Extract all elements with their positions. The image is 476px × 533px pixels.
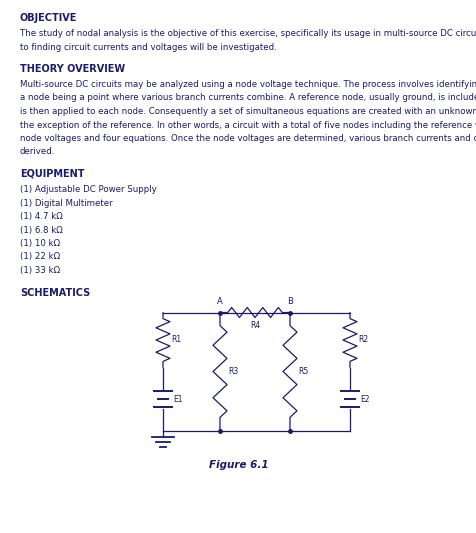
Text: R5: R5 xyxy=(298,367,307,376)
Text: the exception of the reference. In other words, a circuit with a total of five n: the exception of the reference. In other… xyxy=(20,120,476,130)
Text: (1) 6.8 kΩ: (1) 6.8 kΩ xyxy=(20,225,63,235)
Text: (1) 4.7 kΩ: (1) 4.7 kΩ xyxy=(20,212,63,221)
Text: R3: R3 xyxy=(228,367,238,376)
Text: (1) Digital Multimeter: (1) Digital Multimeter xyxy=(20,198,112,207)
Text: node voltages and four equations. Once the node voltages are determined, various: node voltages and four equations. Once t… xyxy=(20,134,476,143)
Text: SCHEMATICS: SCHEMATICS xyxy=(20,287,90,297)
Text: R4: R4 xyxy=(249,320,259,329)
Text: R1: R1 xyxy=(170,335,181,344)
Text: A: A xyxy=(217,296,222,305)
Text: R2: R2 xyxy=(357,335,367,344)
Text: OBJECTIVE: OBJECTIVE xyxy=(20,13,77,23)
Text: a node being a point where various branch currents combine. A reference node, us: a node being a point where various branc… xyxy=(20,93,476,102)
Text: THEORY OVERVIEW: THEORY OVERVIEW xyxy=(20,64,125,74)
Text: (1) 33 kΩ: (1) 33 kΩ xyxy=(20,266,60,275)
Text: EQUIPMENT: EQUIPMENT xyxy=(20,169,84,179)
Text: is then applied to each node. Consequently a set of simultaneous equations are c: is then applied to each node. Consequent… xyxy=(20,107,476,116)
Text: Figure 6.1: Figure 6.1 xyxy=(208,461,268,471)
Text: The study of nodal analysis is the objective of this exercise, specifically its : The study of nodal analysis is the objec… xyxy=(20,29,476,38)
Text: B: B xyxy=(287,296,292,305)
Text: derived.: derived. xyxy=(20,148,55,157)
Text: to finding circuit currents and voltages will be investigated.: to finding circuit currents and voltages… xyxy=(20,43,276,52)
Text: E1: E1 xyxy=(173,394,182,403)
Text: E2: E2 xyxy=(359,394,369,403)
Text: Multi-source DC circuits may be analyzed using a node voltage technique. The pro: Multi-source DC circuits may be analyzed… xyxy=(20,80,476,89)
Text: (1) 10 kΩ: (1) 10 kΩ xyxy=(20,239,60,248)
Text: (1) 22 kΩ: (1) 22 kΩ xyxy=(20,253,60,262)
Text: (1) Adjustable DC Power Supply: (1) Adjustable DC Power Supply xyxy=(20,185,157,194)
